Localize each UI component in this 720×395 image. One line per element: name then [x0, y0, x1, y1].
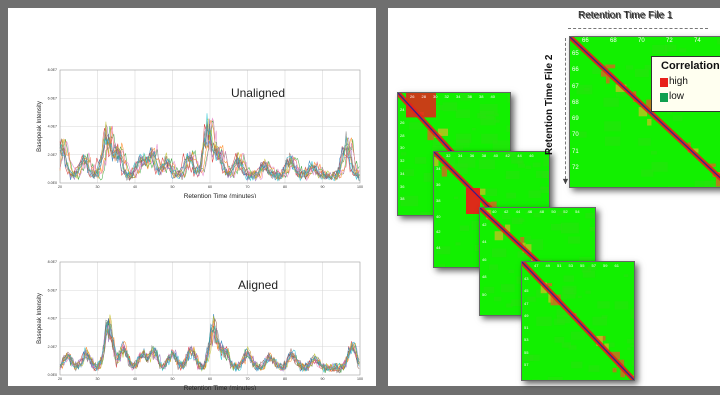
x-tick-label: 70 [246, 377, 250, 381]
x-tick-label: 60 [208, 377, 212, 381]
plot-frame [59, 69, 361, 184]
x-tick-label: 60 [208, 185, 212, 189]
x-tick-label: 90 [321, 185, 325, 189]
series-trace [59, 117, 360, 181]
series-trace [59, 314, 360, 373]
y-tick-label: 6.0E7 [48, 96, 57, 100]
x-tick-label: 20 [58, 185, 62, 189]
y-tick-label: 8.0E7 [48, 260, 57, 264]
heatmap-side-label: Retention Time File 2 [544, 55, 560, 155]
series-trace [59, 319, 360, 374]
plot-frame [59, 261, 361, 376]
heatmap-top-axis-line [568, 28, 708, 29]
x-axis-label: Retention Time (minutes) [184, 385, 257, 390]
x-tick-label: 80 [283, 377, 287, 381]
y-tick-label: 0.0E0 [48, 373, 57, 377]
series-trace [59, 118, 360, 181]
heatmap-side-axis-line [565, 38, 566, 184]
y-tick-label: 4.0E7 [48, 317, 57, 321]
y-tick-label: 2.0E7 [48, 345, 57, 349]
heatmap-top-label-text: Retention Time File 1 [578, 10, 673, 21]
x-tick-label: 100 [357, 185, 363, 189]
x-tick-label: 100 [357, 377, 363, 381]
legend-low-label: low [669, 91, 685, 102]
y-axis-label: Basepeak Intensity [37, 293, 43, 344]
x-tick-label: 50 [171, 185, 175, 189]
x-tick-label: 40 [133, 377, 137, 381]
heatmap-side-arrow: ▼ [561, 176, 570, 186]
correlation-legend: Correlation high low [651, 56, 720, 112]
legend-title: Correlation [661, 60, 720, 72]
x-axis-label: Retention Time (minutes) [184, 193, 257, 198]
heatmap-top-label: Retention Time File 1 Retention Time Fil… [568, 10, 708, 29]
y-tick-label: 6.0E7 [48, 288, 57, 292]
chromatogram-panel: 20 30 40 50 60 70 80 90 100 8.0E7 6.0E7 4.0E7 2.0E7 0… [8, 8, 376, 390]
legend-low-swatch [660, 93, 668, 102]
x-tick-label: 70 [246, 185, 250, 189]
unaligned-chart: 20 30 40 50 60 70 80 90 100 8.0E7 6.0E7 4.0E7 2.0E7 0… [37, 68, 363, 198]
aligned-chart: 20 30 40 50 60 70 80 90 100 8.0E7 6.0E7 4.0E7 2.0E7 0… [37, 260, 363, 390]
legend-high-swatch [660, 78, 668, 87]
x-tick-label: 30 [96, 377, 100, 381]
series-trace [59, 123, 360, 181]
y-tick-label: 8.0E7 [48, 68, 57, 72]
y-axis-label: Basepeak Intensity [37, 101, 43, 152]
chart-title: Unaligned [231, 86, 285, 100]
series-trace [59, 318, 360, 373]
y-tick-label: 4.0E7 [48, 125, 57, 129]
y-tick-label: 2.0E7 [48, 153, 57, 157]
y-tick-label: 0.0E0 [48, 181, 57, 185]
x-tick-label: 90 [321, 377, 325, 381]
heatmap-side-label-text: Retention Time File 2 [544, 54, 555, 155]
x-tick-label: 30 [96, 185, 100, 189]
legend-high-label: high [669, 76, 688, 87]
chart-title: Aligned [238, 278, 278, 292]
x-tick-label: 40 [133, 185, 137, 189]
heatmap-top-label-shadow: Retention Time File 1 [579, 11, 674, 22]
x-tick-label: 20 [58, 377, 62, 381]
x-tick-label: 80 [283, 185, 287, 189]
x-tick-label: 50 [171, 377, 175, 381]
